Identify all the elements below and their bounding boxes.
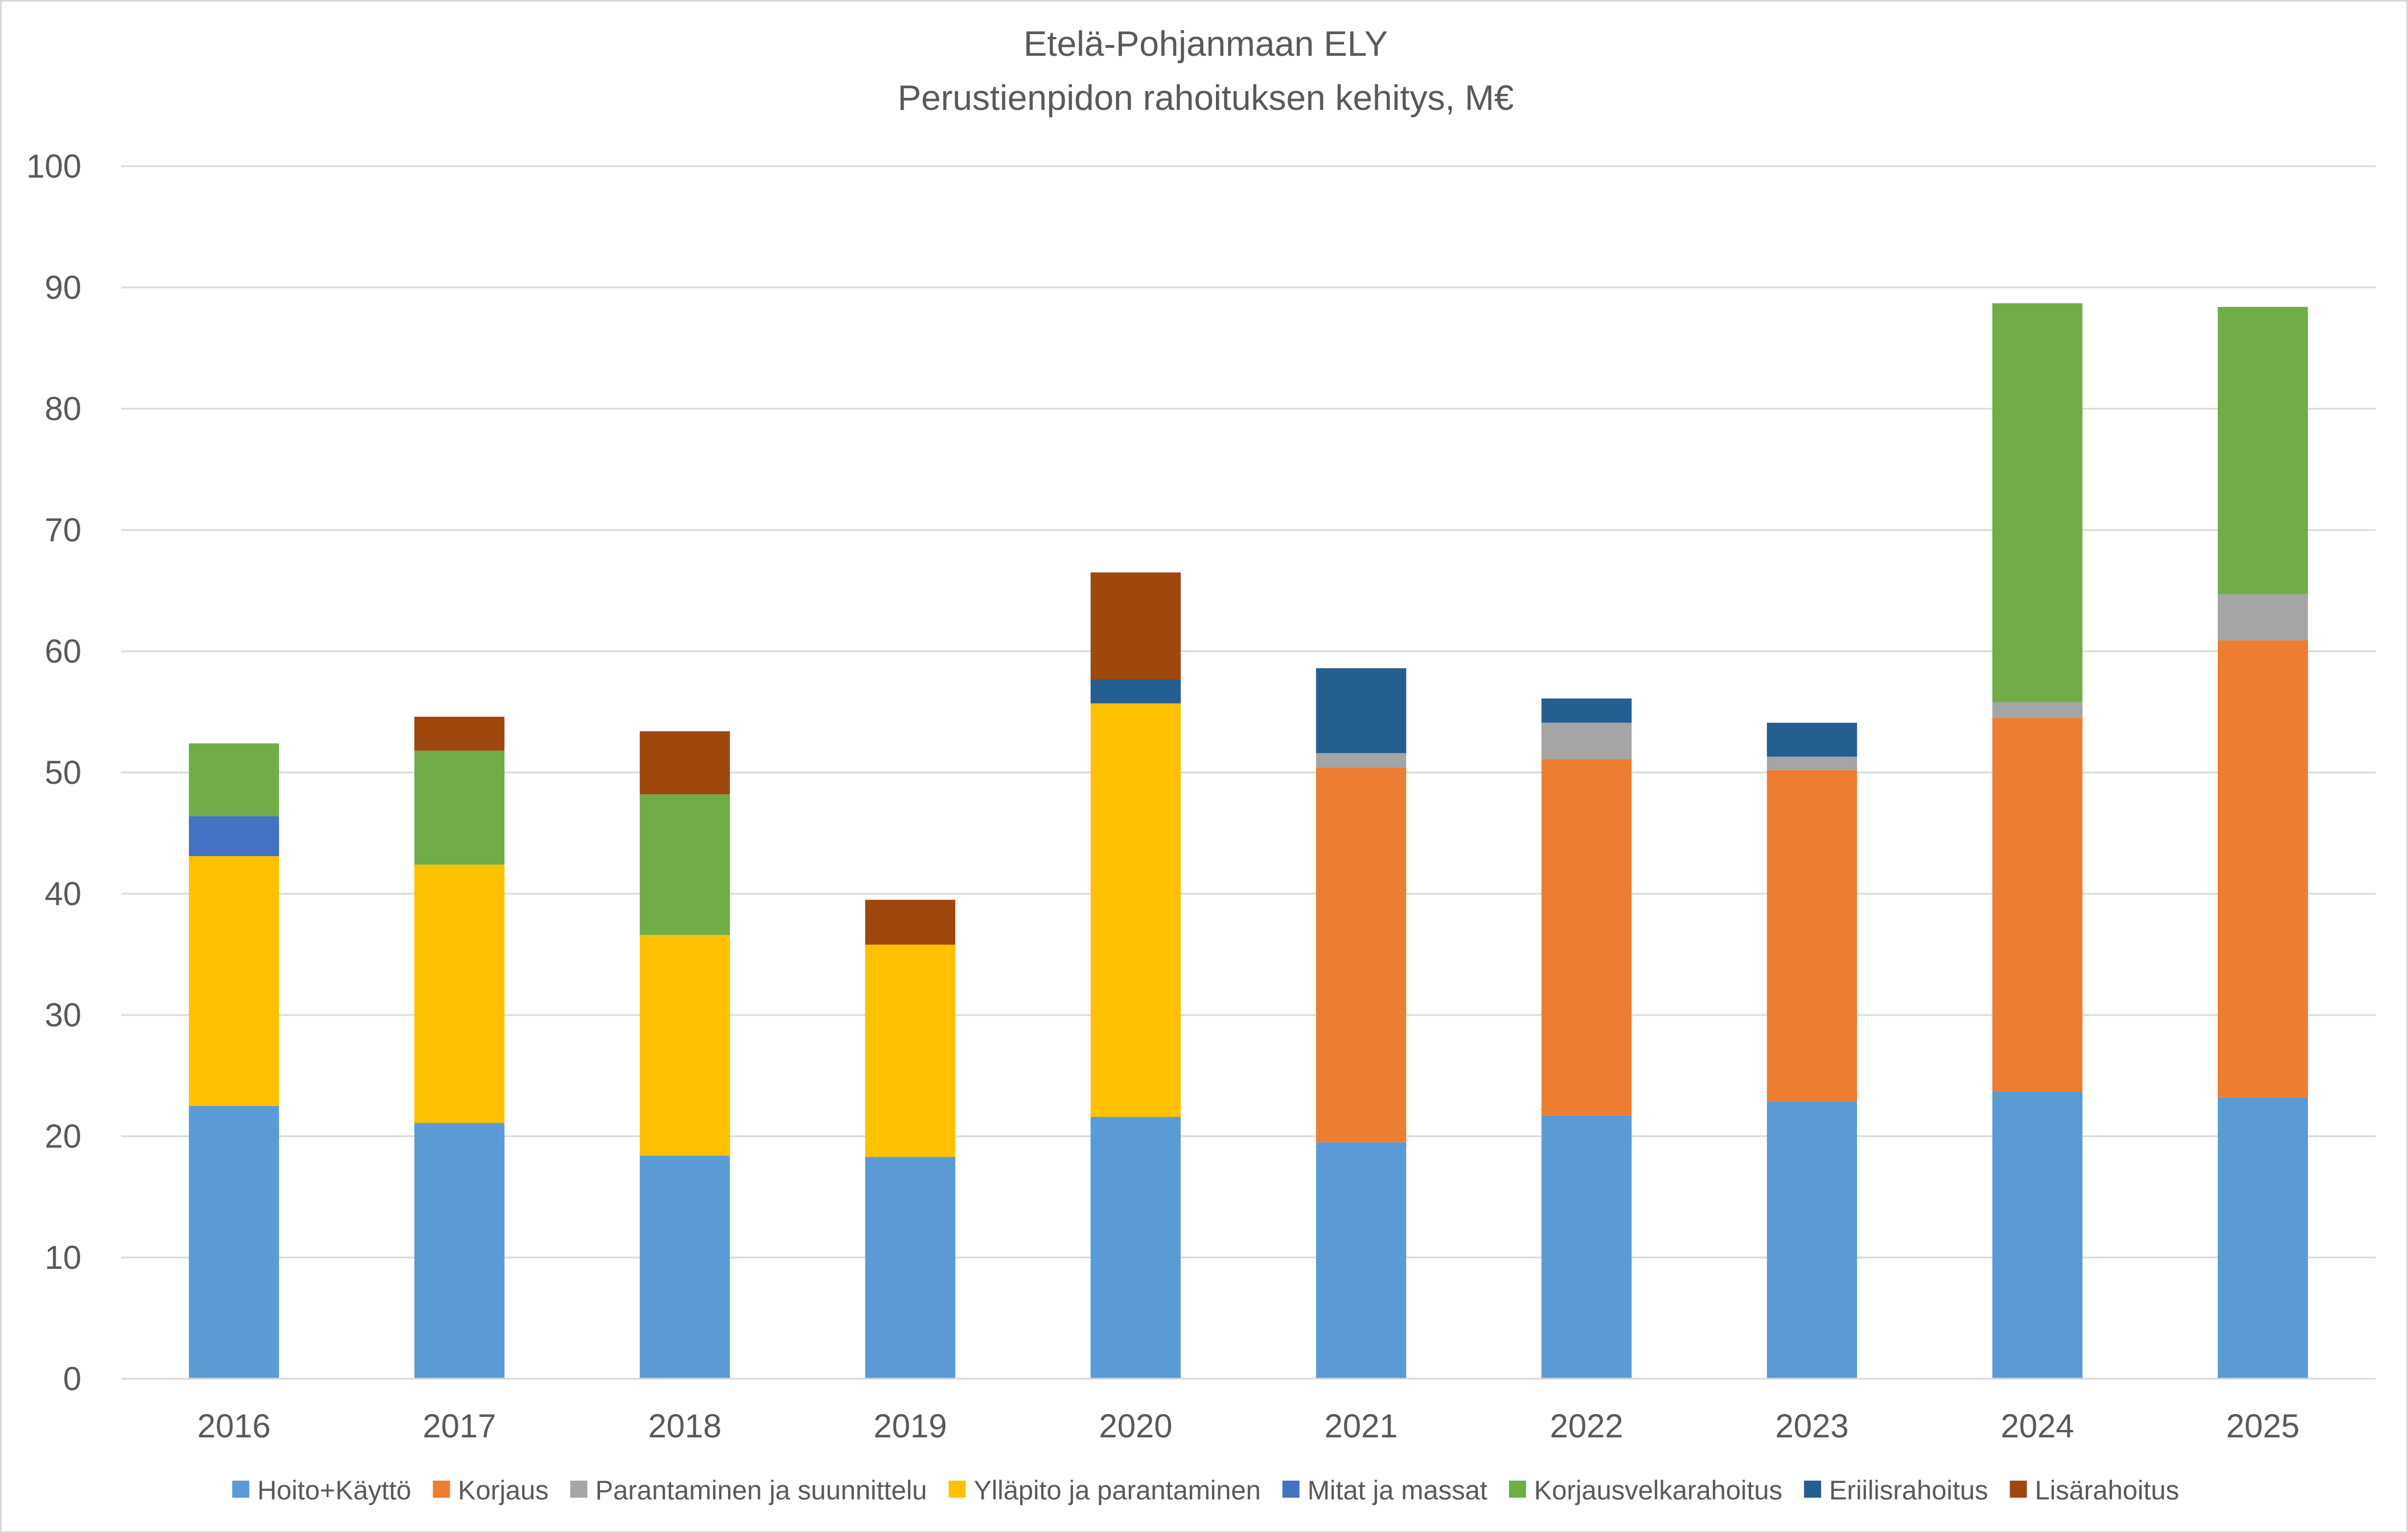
legend-item[interactable]: Korjausvelkarahoitus	[1509, 1475, 1782, 1505]
bar-segment	[1316, 668, 1407, 753]
x-tick-label: 2025	[2226, 1408, 2299, 1445]
chart-title: Etelä-Pohjanmaan ELY	[1024, 24, 1388, 64]
y-tick-label: 30	[44, 997, 81, 1034]
bar-segment	[639, 794, 730, 935]
bar-segment	[1992, 702, 2083, 718]
legend-label: Mitat ja massat	[1308, 1475, 1487, 1505]
bar-segment	[1316, 753, 1407, 768]
y-tick-label: 50	[44, 754, 81, 791]
bar-segment	[2217, 640, 2308, 1098]
bar-segment	[1541, 1115, 1632, 1379]
x-axis-ticks: 2016 2017 2018 2019 2020 2021 2022 2023 2024 2025	[197, 1408, 2299, 1445]
bar-segment	[2217, 594, 2308, 640]
y-tick-label: 80	[44, 391, 81, 428]
x-tick-label: 2022	[1550, 1408, 1623, 1445]
legend-swatch	[948, 1481, 966, 1498]
bar-segment	[1316, 1142, 1407, 1379]
bar-segment	[414, 717, 505, 751]
legend-item[interactable]: Eriilisrahoitus	[1804, 1475, 1988, 1505]
bars	[188, 303, 2308, 1379]
bar-segment	[1090, 1116, 1181, 1379]
legend-label: Lisärahoitus	[2035, 1475, 2179, 1505]
bar-segment	[865, 944, 956, 1157]
legend-label: Hoito+Käyttö	[257, 1475, 411, 1505]
bar-segment	[1992, 718, 2083, 1092]
x-tick-label: 2019	[873, 1408, 947, 1445]
legend-label: Eriilisrahoitus	[1829, 1475, 1988, 1505]
legend-item[interactable]: Hoito+Käyttö	[232, 1475, 411, 1505]
y-tick-label: 60	[44, 633, 81, 670]
bar-segment	[414, 750, 505, 865]
bar-segment	[1766, 770, 1858, 1102]
legend-swatch	[1282, 1481, 1300, 1498]
y-tick-label: 40	[44, 876, 81, 913]
bar-segment	[1090, 572, 1181, 679]
bar-segment	[2217, 307, 2308, 594]
x-tick-label: 2018	[648, 1408, 721, 1445]
y-tick-label: 90	[44, 269, 81, 306]
bar-segment	[1090, 679, 1181, 704]
legend[interactable]: Hoito+Käyttö Korjaus Parantaminen ja suunn…	[232, 1475, 2179, 1505]
bar-segment	[865, 899, 956, 945]
legend-item[interactable]: Mitat ja massat	[1282, 1475, 1487, 1505]
bar-segment	[1090, 703, 1181, 1117]
x-tick-label: 2023	[1775, 1408, 1848, 1445]
legend-label: Ylläpito ja parantaminen	[973, 1475, 1260, 1505]
bar-segment	[1766, 722, 1858, 757]
bar-segment	[1766, 1101, 1858, 1379]
legend-item[interactable]: Lisärahoitus	[2010, 1475, 2179, 1505]
bar-segment	[639, 1156, 730, 1379]
x-tick-label: 2024	[2000, 1408, 2074, 1445]
bar-segment	[188, 1105, 280, 1379]
bar-segment	[1766, 757, 1858, 770]
x-tick-label: 2017	[422, 1408, 496, 1445]
y-tick-label: 10	[44, 1239, 81, 1276]
bar-segment	[865, 1157, 956, 1379]
chart-subtitle: Perustienpidon rahoituksen kehitys, M€	[898, 79, 1514, 118]
legend-swatch	[2010, 1481, 2027, 1498]
bar-segment	[188, 743, 280, 816]
bar-segment	[414, 1123, 505, 1379]
bar-segment	[1316, 767, 1407, 1142]
legend-item[interactable]: Ylläpito ja parantaminen	[948, 1475, 1261, 1505]
legend-label: Parantaminen ja suunnittelu	[595, 1475, 927, 1505]
bar-segment	[2217, 1097, 2308, 1379]
legend-swatch	[1509, 1481, 1526, 1498]
y-tick-label: 0	[63, 1361, 81, 1398]
bar-segment	[639, 935, 730, 1156]
bar-segment	[1541, 698, 1632, 723]
bar-segment	[188, 816, 280, 856]
bar-segment	[1992, 1091, 2083, 1379]
legend-item[interactable]: Korjaus	[433, 1475, 549, 1505]
bar-segment	[188, 856, 280, 1106]
bar-segment	[639, 731, 730, 795]
y-tick-label: 20	[44, 1118, 81, 1155]
bar-segment	[1541, 722, 1632, 759]
legend-label: Korjausvelkarahoitus	[1534, 1475, 1782, 1505]
x-tick-label: 2021	[1324, 1408, 1398, 1445]
legend-label: Korjaus	[458, 1475, 548, 1505]
legend-item[interactable]: Parantaminen ja suunnittelu	[570, 1475, 927, 1505]
x-tick-label: 2020	[1099, 1408, 1172, 1445]
legend-swatch	[570, 1481, 587, 1498]
y-tick-label: 100	[26, 148, 81, 185]
legend-swatch	[232, 1481, 250, 1498]
bar-segment	[1541, 759, 1632, 1116]
y-tick-label: 70	[44, 512, 81, 549]
x-tick-label: 2016	[197, 1408, 270, 1445]
legend-swatch	[433, 1481, 450, 1498]
bar-segment	[414, 864, 505, 1123]
legend-swatch	[1804, 1481, 1822, 1498]
y-axis-ticks: 0 10 20 30 40 50 60 70 80 90 100	[26, 148, 81, 1398]
bar-segment	[1992, 303, 2083, 702]
